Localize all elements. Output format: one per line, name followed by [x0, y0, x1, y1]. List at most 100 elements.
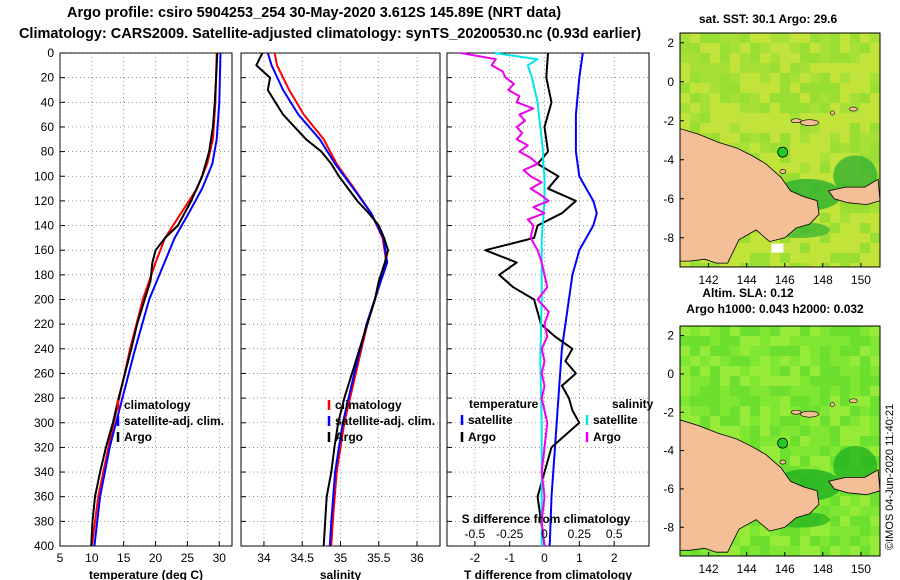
- map-cell: [850, 43, 860, 53]
- x-tick-label: 35.5: [367, 551, 391, 565]
- map-cell: [680, 416, 690, 426]
- map-cell: [740, 103, 750, 113]
- map-cell: [850, 506, 860, 516]
- map-cell: [680, 546, 690, 556]
- map-cell: [860, 143, 870, 153]
- map-y-tick-label: 2: [667, 329, 674, 343]
- island: [779, 459, 787, 465]
- island: [790, 118, 802, 124]
- map-cell: [780, 406, 790, 416]
- map-cell: [750, 356, 760, 366]
- map-cell: [800, 386, 810, 396]
- map-cell: [700, 33, 710, 43]
- map-cell: [840, 213, 850, 223]
- map-cell: [780, 63, 790, 73]
- map-cell: [860, 346, 870, 356]
- map-cell: [730, 93, 740, 103]
- map-cell: [680, 326, 690, 336]
- map-cell: [720, 33, 730, 43]
- map-cell: [690, 93, 700, 103]
- map-cell: [850, 376, 860, 386]
- map-cell: [830, 416, 840, 426]
- map-cell: [830, 203, 840, 213]
- y-tick-label: 320: [34, 440, 54, 454]
- legend-label: climatology: [335, 398, 402, 412]
- map-cell: [680, 356, 690, 366]
- map-cell: [860, 93, 870, 103]
- map-cell: [730, 346, 740, 356]
- coastal-water: [833, 155, 878, 196]
- map-cell: [700, 386, 710, 396]
- map-cell: [820, 163, 830, 173]
- map-cell: [800, 233, 810, 243]
- map-cell: [790, 456, 800, 466]
- map-cell: [810, 63, 820, 73]
- map-cell: [710, 416, 720, 426]
- map-cell: [730, 113, 740, 123]
- map-cell: [830, 336, 840, 346]
- map-cell: [840, 33, 850, 43]
- map-cell: [820, 263, 830, 267]
- map-cell: [770, 376, 780, 386]
- map-cell: [690, 346, 700, 356]
- map-cell: [850, 93, 860, 103]
- series-s-argo: [460, 52, 550, 547]
- map-cell: [850, 123, 860, 133]
- map-cell: [820, 536, 830, 546]
- map-cell: [830, 233, 840, 243]
- map-cell: [710, 113, 720, 123]
- map-cell: [680, 53, 690, 63]
- map-cell: [830, 53, 840, 63]
- map-cell: [780, 93, 790, 103]
- map-cell: [790, 376, 800, 386]
- map-cell: [740, 536, 750, 546]
- map-cell: [860, 496, 870, 506]
- map-cell: [860, 53, 870, 63]
- map-cell: [710, 83, 720, 93]
- map-cell: [770, 406, 780, 416]
- map-cell: [810, 506, 820, 516]
- map-cell: [790, 346, 800, 356]
- map-cell: [750, 426, 760, 436]
- map-cell: [710, 376, 720, 386]
- map-cell: [820, 143, 830, 153]
- map-cell: [770, 456, 780, 466]
- map-cell: [710, 73, 720, 83]
- map-cell: [790, 263, 800, 267]
- map-x-tick-label: 146: [775, 562, 795, 576]
- map-cell: [830, 376, 840, 386]
- map-cell: [840, 326, 850, 336]
- s-tick-label: 0.5: [606, 527, 623, 541]
- map-cell: [740, 546, 750, 556]
- map-cell: [700, 53, 710, 63]
- map-cell: [690, 103, 700, 113]
- map-cell: [850, 416, 860, 426]
- map-cell: [770, 253, 780, 263]
- map-cell: [830, 83, 840, 93]
- map-cell: [750, 233, 760, 243]
- map-cell: [800, 93, 810, 103]
- map-cell: [790, 536, 800, 546]
- map-cell: [790, 73, 800, 83]
- map-cell: [690, 376, 700, 386]
- map-cell: [780, 426, 790, 436]
- map-cell: [870, 133, 880, 143]
- map-cell: [720, 43, 730, 53]
- map-cell: [810, 173, 820, 183]
- map-cell: [830, 93, 840, 103]
- argo-station-marker: [777, 437, 789, 449]
- map-cell: [810, 113, 820, 123]
- map-cell: [850, 243, 860, 253]
- map-cell: [830, 63, 840, 73]
- y-tick-label: 240: [34, 342, 54, 356]
- map-x-tick-label: 144: [737, 273, 757, 287]
- map-cell: [810, 143, 820, 153]
- map-cell: [830, 133, 840, 143]
- map-cell: [680, 123, 690, 133]
- map-cell: [800, 83, 810, 93]
- map-cell: [730, 336, 740, 346]
- s-tick-label: 0.25: [568, 527, 592, 541]
- map-cell: [780, 123, 790, 133]
- map-cell: [760, 366, 770, 376]
- map-cell: [790, 446, 800, 456]
